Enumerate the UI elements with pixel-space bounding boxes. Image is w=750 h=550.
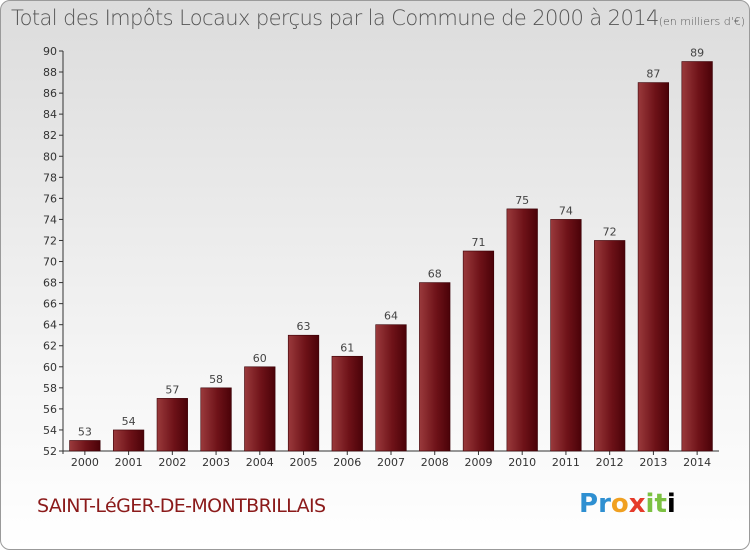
y-tick-label: 58 [43,382,57,395]
bar [112,429,145,452]
y-tick-label: 84 [43,108,57,121]
data-label: 87 [646,68,660,81]
x-tick-label: 2003 [202,456,230,469]
y-tick-label: 66 [43,298,57,311]
bar [506,208,538,452]
data-label: 53 [78,425,92,438]
data-label: 89 [690,47,704,60]
bar [200,387,232,452]
commune-name: SAINT-LéGER-DE-MONTBRILLAIS [37,495,326,517]
bar [681,61,713,452]
data-label: 68 [428,268,442,281]
x-tick-label: 2011 [552,456,580,469]
x-tick-label: 2004 [246,456,274,469]
x-tick-label: 2014 [683,456,711,469]
data-label: 74 [559,204,573,217]
x-tick-label: 2013 [639,456,667,469]
x-tick-label: 2006 [333,456,361,469]
y-tick-label: 78 [43,171,57,184]
y-tick-label: 56 [43,403,57,416]
logo-letter: t [654,489,667,519]
data-label: 57 [165,383,179,396]
bar [156,398,188,452]
x-tick-label: 2010 [508,456,536,469]
bar [637,82,670,452]
y-tick-label: 62 [43,340,57,353]
chart-title-text: Total des Impôts Locaux perçus par la Co… [11,6,659,30]
logo-letter: o [610,489,629,519]
y-tick-label: 82 [43,129,57,142]
y-tick-label: 64 [43,319,57,332]
x-tick-label: 2001 [115,456,143,469]
y-tick-label: 74 [43,213,57,226]
y-tick-label: 80 [43,150,57,163]
chart-title-unit: (en milliers d'€) [658,15,746,28]
x-tick-label: 2009 [464,456,492,469]
bar [462,250,495,452]
y-tick-label: 72 [43,234,57,247]
logo-letter: r [598,489,611,519]
x-tick-label: 2000 [71,456,99,469]
bar [331,355,363,452]
data-label: 64 [384,310,398,323]
data-label: 60 [253,352,267,365]
logo-letter: x [628,489,646,519]
y-tick-label: 76 [43,192,57,205]
bar [287,334,320,452]
data-label: 54 [122,415,136,428]
data-label: 63 [297,320,311,333]
y-tick-label: 54 [43,424,57,437]
data-label: 75 [515,194,529,207]
data-label: 71 [471,236,485,249]
bar [550,219,582,452]
logo-letter: i [645,489,655,519]
chart-title: Total des Impôts Locaux perçus par la Co… [11,6,745,30]
y-tick-label: 70 [43,256,57,269]
bar [419,282,451,452]
bar [244,366,276,452]
x-tick-label: 2002 [158,456,186,469]
data-label: 72 [603,225,617,238]
y-tick-label: 52 [43,445,57,458]
y-tick-label: 88 [43,66,57,79]
x-tick-label: 2012 [596,456,624,469]
y-tick-label: 90 [43,45,57,58]
y-tick-label: 60 [43,361,57,374]
bar [69,440,101,452]
logo-letter: i [666,489,676,519]
y-tick-label: 86 [43,87,57,100]
logo-letter: P [579,489,599,519]
data-label: 58 [209,373,223,386]
x-tick-label: 2005 [290,456,318,469]
bar [594,240,626,452]
proxiti-logo[interactable]: Proxiti [579,489,676,519]
x-tick-label: 2008 [421,456,449,469]
x-tick-label: 2007 [377,456,405,469]
data-label: 61 [340,341,354,354]
y-tick-label: 68 [43,277,57,290]
bar [375,324,407,452]
